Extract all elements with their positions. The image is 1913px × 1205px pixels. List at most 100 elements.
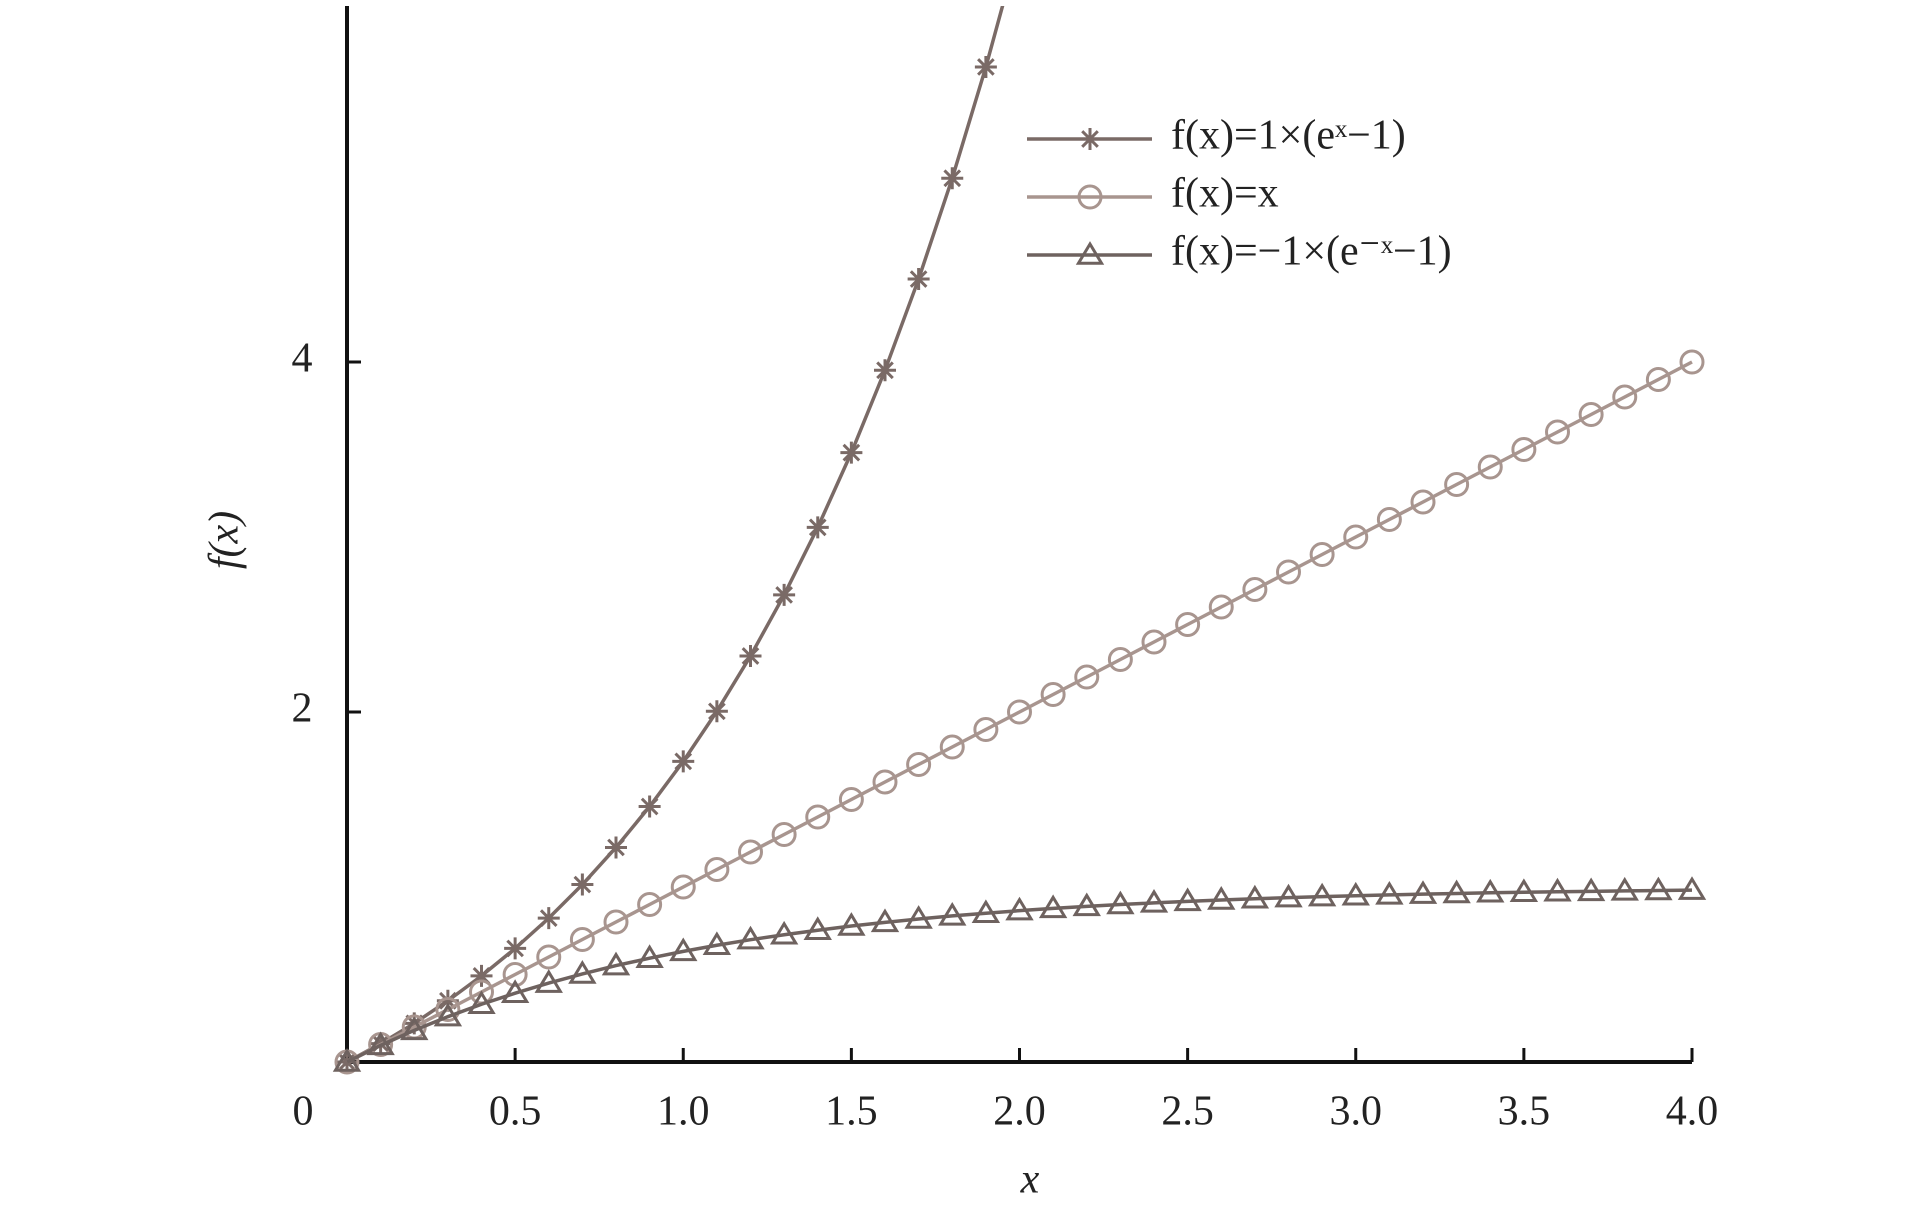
data-point bbox=[1139, 889, 1169, 913]
data-point bbox=[1242, 577, 1268, 602]
data-point bbox=[971, 899, 1001, 923]
data-point bbox=[904, 905, 933, 929]
data-point bbox=[705, 700, 728, 723]
y-tick-label: 4 bbox=[292, 336, 313, 382]
data-point bbox=[435, 997, 461, 1022]
data-point bbox=[670, 874, 696, 900]
data-point bbox=[1376, 507, 1402, 532]
data-point bbox=[1677, 876, 1707, 900]
data-point bbox=[907, 268, 930, 291]
x-tick-label: 1.0 bbox=[657, 1089, 710, 1135]
x-axis-label: x bbox=[1020, 1157, 1040, 1203]
legend-marker bbox=[1077, 184, 1103, 210]
x-tick-label: 2.0 bbox=[993, 1089, 1046, 1135]
x-tick-label: 3.5 bbox=[1498, 1089, 1551, 1135]
data-point bbox=[838, 787, 864, 812]
data-point bbox=[1442, 879, 1471, 904]
data-point bbox=[704, 857, 730, 882]
data-point bbox=[1444, 472, 1470, 497]
data-point bbox=[1509, 878, 1539, 902]
data-point bbox=[738, 839, 763, 865]
data-point bbox=[1645, 367, 1671, 392]
x-tick-label: 1.5 bbox=[825, 1089, 878, 1135]
data-point bbox=[1543, 877, 1572, 902]
data-point bbox=[1578, 402, 1604, 427]
y-tick-label: 2 bbox=[292, 686, 313, 732]
x-tick-label: 3.0 bbox=[1330, 1089, 1383, 1135]
data-point bbox=[537, 907, 560, 930]
data-point bbox=[569, 927, 595, 952]
data-point bbox=[467, 990, 496, 1014]
data-point bbox=[739, 645, 762, 667]
data-point bbox=[1511, 437, 1537, 462]
data-point bbox=[1107, 647, 1133, 672]
data-point bbox=[941, 167, 964, 190]
data-point bbox=[1545, 419, 1570, 445]
legend-marker bbox=[1075, 241, 1105, 265]
data-point bbox=[400, 1016, 429, 1041]
data-point bbox=[500, 979, 530, 1003]
data-point bbox=[1038, 894, 1068, 919]
data-point bbox=[637, 892, 663, 917]
x-tick-label: 0.5 bbox=[489, 1089, 542, 1135]
data-point bbox=[1207, 886, 1236, 910]
data-point bbox=[1477, 454, 1503, 480]
data-point bbox=[1173, 887, 1202, 912]
y-axis-label: f(x) bbox=[202, 511, 248, 569]
data-point bbox=[1610, 876, 1639, 901]
data-point bbox=[1408, 880, 1438, 904]
data-point bbox=[672, 750, 695, 773]
data-point bbox=[803, 916, 832, 940]
data-point bbox=[1007, 699, 1032, 725]
series-line bbox=[346, 6, 1005, 1064]
data-point bbox=[1106, 890, 1135, 915]
data-point bbox=[906, 752, 932, 777]
data-point bbox=[669, 937, 698, 962]
data-point bbox=[635, 944, 664, 968]
legend-label: f(x)=1×(eˣ−1) bbox=[1171, 113, 1406, 159]
data-point bbox=[1040, 682, 1066, 707]
data-point bbox=[1375, 880, 1404, 905]
data-point bbox=[874, 359, 896, 382]
legend-label: f(x)=x bbox=[1171, 171, 1279, 217]
legend-marker bbox=[1079, 128, 1101, 150]
data-point bbox=[1208, 594, 1234, 620]
data-point bbox=[870, 908, 900, 933]
data-point bbox=[1175, 612, 1201, 637]
data-point bbox=[1307, 882, 1337, 907]
data-point bbox=[571, 873, 594, 896]
data-point bbox=[1074, 664, 1100, 690]
plot-area bbox=[332, 6, 1707, 1075]
data-point bbox=[736, 925, 765, 950]
data-point bbox=[603, 909, 629, 935]
data-point bbox=[601, 951, 631, 976]
origin-label: 0 bbox=[293, 1089, 314, 1135]
data-point bbox=[502, 962, 528, 987]
x-tick-label: 4.0 bbox=[1666, 1089, 1719, 1135]
data-point bbox=[837, 912, 866, 936]
data-point bbox=[1240, 884, 1270, 909]
data-point bbox=[1576, 877, 1606, 902]
data-point bbox=[470, 964, 493, 987]
data-point bbox=[938, 901, 967, 926]
data-point bbox=[872, 769, 898, 795]
data-point bbox=[939, 734, 965, 760]
data-point bbox=[1274, 883, 1303, 908]
data-point bbox=[1341, 881, 1370, 906]
data-point bbox=[638, 795, 661, 818]
data-point bbox=[769, 920, 799, 945]
data-point bbox=[840, 441, 863, 464]
data-point bbox=[974, 55, 997, 78]
data-point bbox=[1276, 559, 1301, 585]
legend-label: f(x)=−1×(e⁻ˣ−1) bbox=[1171, 229, 1452, 275]
data-point bbox=[702, 931, 732, 956]
series-line bbox=[346, 360, 1693, 1064]
data-point bbox=[436, 989, 459, 1012]
data-point bbox=[536, 944, 562, 970]
data-point bbox=[806, 516, 829, 539]
data-point bbox=[1644, 876, 1673, 901]
data-point bbox=[366, 1031, 395, 1056]
data-point bbox=[1141, 629, 1167, 655]
data-point bbox=[1343, 524, 1369, 550]
data-point bbox=[1005, 896, 1034, 921]
